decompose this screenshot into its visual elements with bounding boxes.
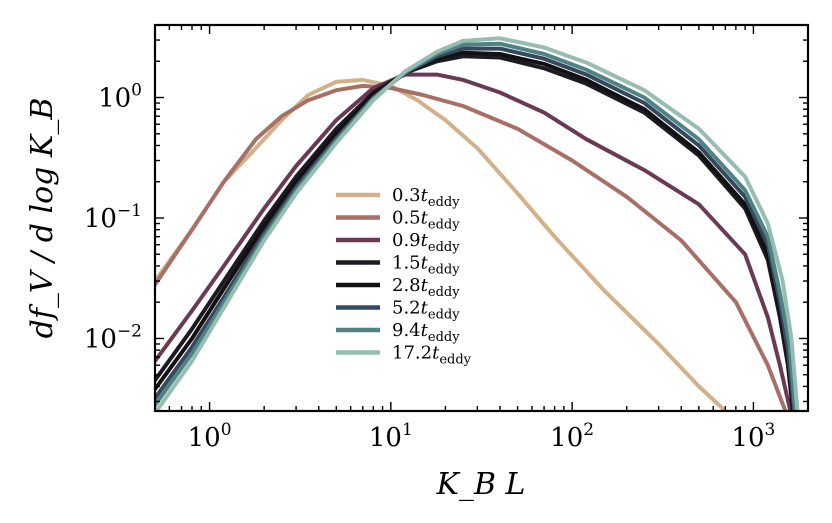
series-layer <box>155 36 800 411</box>
x-tick-label-0: 100 <box>188 420 232 453</box>
series-line-2 <box>155 72 793 411</box>
legend-label-7: 17.2teddy <box>392 343 472 368</box>
y-axis-label: df_V / d log K_B <box>25 98 60 339</box>
series-line-3 <box>155 54 795 411</box>
legend-label-4: 2.8teddy <box>392 275 460 300</box>
legend-label-0: 0.3teddy <box>392 185 460 210</box>
legend-label-1: 0.5teddy <box>392 208 460 233</box>
x-axis-label: K_B L <box>436 467 526 502</box>
y-tick-label-1: 10−1 <box>84 201 142 234</box>
tick-label-layer: 100 101 102 103 100 10−1 10−2 <box>84 81 776 453</box>
y-tick-label-2: 10−2 <box>84 321 142 354</box>
y-tick-label-0: 100 <box>98 81 142 114</box>
series-line-0 <box>155 77 728 411</box>
plot-frame <box>153 23 810 413</box>
x-tick-label-1: 101 <box>369 420 413 453</box>
series-line-7 <box>155 36 800 411</box>
legend-label-2: 0.9teddy <box>392 230 460 255</box>
legend-label-3: 1.5teddy <box>392 253 460 278</box>
legend-label-6: 9.4teddy <box>392 320 460 345</box>
series-line-4 <box>155 50 795 411</box>
legend-label-5: 5.2teddy <box>392 298 460 323</box>
series-line-6 <box>155 41 798 411</box>
x-tick-label-2: 102 <box>550 420 594 453</box>
x-tick-label-3: 103 <box>731 420 775 453</box>
legend: 0.3teddy0.5teddy0.9teddy1.5teddy2.8teddy… <box>336 185 472 368</box>
series-line-1 <box>155 83 788 411</box>
